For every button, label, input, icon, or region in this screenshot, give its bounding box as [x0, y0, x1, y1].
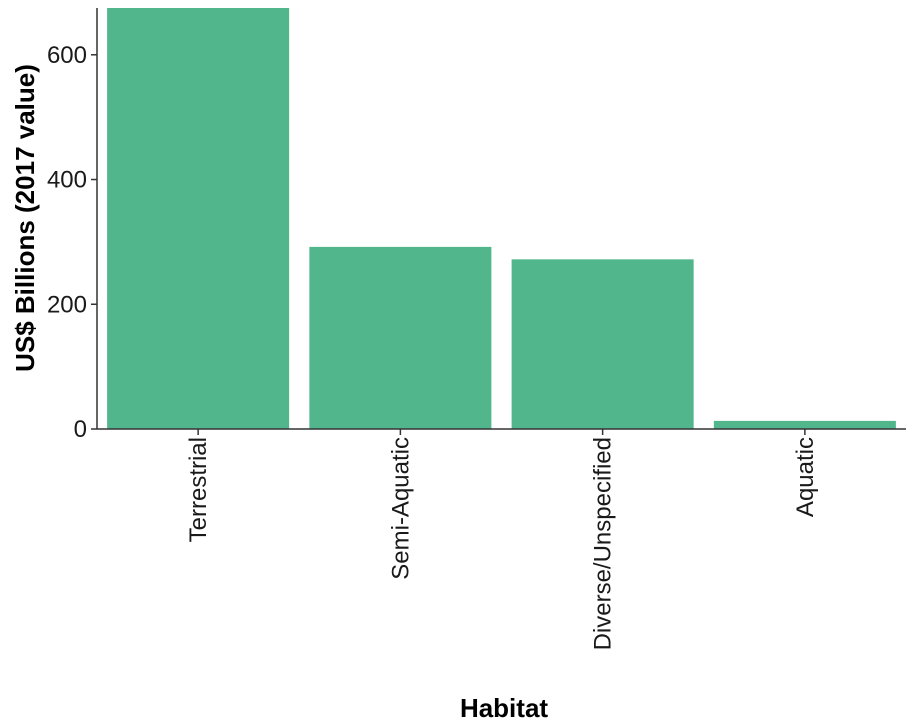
x-tick-label: Aquatic [792, 437, 819, 517]
x-tick-label: Semi-Aquatic [387, 437, 414, 580]
y-tick-label: 600 [47, 42, 87, 69]
y-tick-label: 0 [74, 416, 87, 443]
bar-diverse-unspecified [511, 259, 694, 429]
x-tick-label: Terrestrial [185, 437, 212, 542]
x-axis-title: Habitat [460, 693, 548, 723]
y-ticks-group: 0 200 400 600 [47, 42, 97, 443]
x-ticks-group: Terrestrial Semi-Aquatic Diverse/Unspecifi… [185, 429, 819, 650]
y-axis-title: US$ Billions (2017 value) [10, 64, 40, 372]
x-tick-label: Diverse/Unspecified [590, 437, 617, 650]
y-tick-label: 400 [47, 167, 87, 194]
bar-terrestrial [107, 8, 290, 429]
bars-group [107, 8, 896, 429]
bar-aquatic [713, 420, 896, 429]
y-tick-label: 200 [47, 291, 87, 318]
bar-semi-aquatic [309, 246, 492, 429]
